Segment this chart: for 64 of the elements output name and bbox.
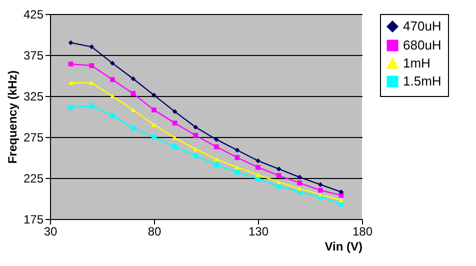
point (214, 144, 219, 150)
x-tick-label: 180 (352, 224, 373, 238)
y-tick-label: 175 (23, 212, 44, 226)
point (214, 137, 219, 142)
point (214, 162, 219, 168)
legend-label: 1.5mH (403, 74, 442, 88)
point (89, 63, 94, 68)
point (110, 94, 115, 98)
y-axis-title: Frequency (kHz) (5, 70, 20, 164)
point (130, 76, 136, 82)
point (172, 120, 178, 126)
y-tick-label: 325 (23, 90, 44, 104)
point (256, 172, 260, 177)
point (172, 136, 178, 140)
legend-label: 1mH (403, 56, 430, 70)
point (318, 188, 323, 193)
point (110, 77, 115, 82)
point (172, 109, 178, 114)
point (256, 164, 260, 170)
x-tick-label: 30 (44, 224, 58, 238)
point (68, 80, 74, 85)
point (193, 153, 198, 158)
point (68, 40, 74, 46)
point (172, 144, 178, 150)
point (214, 157, 219, 162)
point (256, 158, 260, 164)
point (152, 122, 156, 127)
point (338, 198, 344, 202)
point (152, 134, 156, 140)
point (297, 186, 302, 191)
point (89, 80, 94, 85)
point (193, 147, 198, 152)
legend-label: 680uH (403, 38, 442, 52)
point (234, 148, 240, 153)
point (110, 60, 115, 66)
point (297, 180, 302, 186)
point (193, 124, 198, 130)
point (276, 173, 282, 178)
point (68, 105, 74, 110)
point (130, 126, 136, 130)
x-tick-label: 130 (248, 224, 269, 238)
point (276, 166, 282, 172)
point (152, 92, 156, 98)
x-tick-label: 80 (148, 224, 162, 238)
y-tick-label: 275 (23, 130, 44, 144)
point (89, 44, 94, 50)
point (152, 107, 156, 112)
point (234, 165, 240, 170)
point (297, 174, 302, 180)
point (234, 155, 240, 160)
y-tick-label: 425 (23, 8, 44, 22)
x-axis-title: Vin (V) (324, 240, 363, 254)
point (89, 103, 94, 108)
point (256, 176, 260, 182)
point (338, 189, 344, 194)
y-tick-label: 375 (23, 48, 44, 62)
legend-label: 470uH (403, 18, 442, 34)
point (193, 132, 198, 138)
point (68, 62, 74, 66)
point (318, 182, 323, 188)
y-tick-label: 225 (23, 172, 44, 186)
point (318, 192, 323, 197)
point (130, 91, 136, 96)
point (110, 113, 115, 118)
